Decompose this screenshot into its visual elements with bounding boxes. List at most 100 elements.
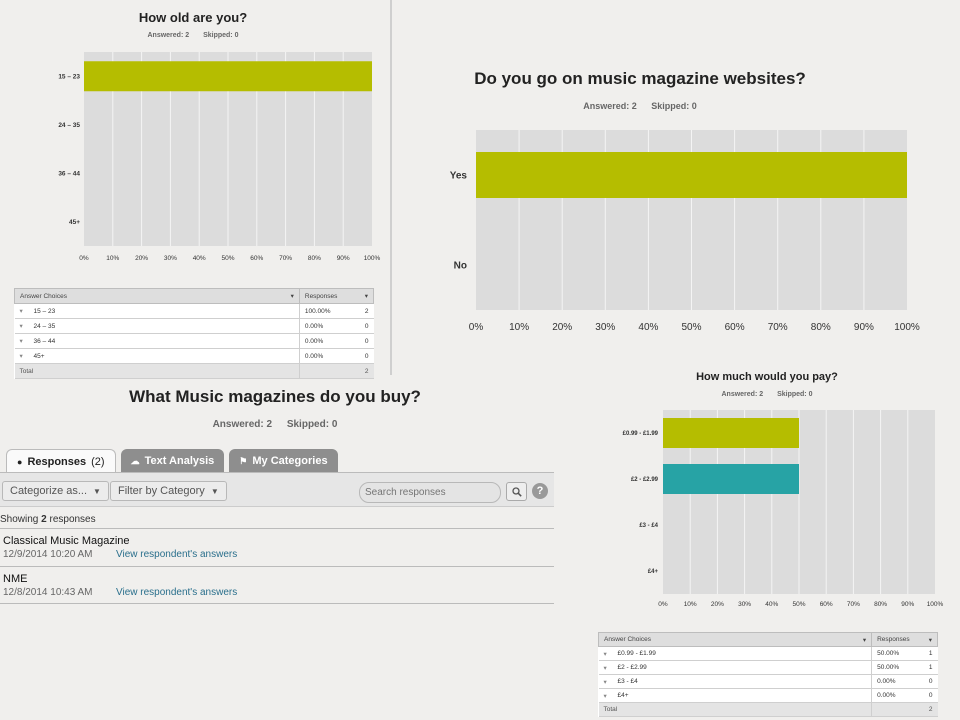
q1-col-choices[interactable]: Answer Choices ▾ xyxy=(14,288,300,304)
q4-title: How much would you pay? xyxy=(696,371,838,383)
choice-count: 0 xyxy=(918,688,938,703)
panel-divider xyxy=(390,0,392,375)
expand-triangle-icon[interactable]: ▾ xyxy=(598,660,613,675)
choice-percent: 0.00% xyxy=(871,674,919,689)
category-label: 15 – 23 xyxy=(58,74,80,81)
table-row: ▾ £3 - £4 0.00% 0 xyxy=(598,674,938,689)
category-label: 24 – 35 xyxy=(58,122,80,129)
choice-count: 0 xyxy=(353,318,374,334)
q2-answered: Answered: 2 xyxy=(583,101,637,111)
tick-label: 20% xyxy=(135,255,148,262)
chevron-down-icon: ▼ xyxy=(93,486,101,496)
choice-label: £4+ xyxy=(612,688,873,703)
bar[interactable] xyxy=(663,418,799,448)
choice-count: 2 xyxy=(353,303,374,319)
tick-label: 40% xyxy=(638,322,658,333)
choice-count: 1 xyxy=(918,660,938,675)
q4-col-responses[interactable]: Responses ▾ xyxy=(871,632,938,647)
table-row: ▾ 24 – 35 0.00% 0 xyxy=(14,318,374,334)
categorize-label: Categorize as... xyxy=(10,485,88,497)
expand-triangle-icon[interactable]: ▾ xyxy=(598,674,613,689)
search-input[interactable] xyxy=(359,482,501,503)
q2-bar-chart: Yes No 0% 10% 20% 30% 40% 50% 60% 70% 80% 90% 100% xyxy=(450,130,920,333)
category-label: 45+ xyxy=(69,219,80,226)
tick-label: 30% xyxy=(738,601,751,608)
filter-label: Filter by Category xyxy=(118,485,205,497)
tick-label: 90% xyxy=(337,255,350,262)
view-answers-link[interactable]: View respondent's answers xyxy=(116,587,238,598)
table-total-row: Total 2 xyxy=(14,363,374,379)
choice-label: 15 – 23 xyxy=(28,303,300,319)
choice-percent: 0.00% xyxy=(871,688,919,703)
q2-title: Do you go on music magazine websites? xyxy=(474,69,806,88)
tick-label: 60% xyxy=(820,601,833,608)
search-button[interactable] xyxy=(506,482,527,501)
list-item: Classical Music Magazine 12/9/2014 10:20… xyxy=(0,528,554,566)
tick-label: 50% xyxy=(792,601,805,608)
category-label: Yes xyxy=(450,171,468,182)
q3-answered: Answered: 2 xyxy=(212,419,273,430)
expand-triangle-icon[interactable]: ▾ xyxy=(14,318,29,334)
category-label: 36 – 44 xyxy=(58,171,80,178)
bar[interactable] xyxy=(84,61,372,92)
search-icon xyxy=(511,486,522,497)
q1-response-table: Answer Choices ▾ Responses ▾ ▾ 15 – 23 100… xyxy=(14,288,375,379)
tick-label: 20% xyxy=(711,601,724,608)
q4-answered: Answered: 2 xyxy=(721,391,764,398)
category-label: £0.99 - £1.99 xyxy=(623,431,659,437)
tick-label: 70% xyxy=(279,255,292,262)
tick-label: 80% xyxy=(811,322,831,333)
q1-col-responses[interactable]: Responses ▾ xyxy=(298,288,375,304)
tick-label: 10% xyxy=(509,322,529,333)
response-date: 12/8/2014 10:43 AM xyxy=(3,587,93,598)
table-row: ▾ 15 – 23 100.00% 2 xyxy=(14,303,374,319)
choice-label: 36 – 44 xyxy=(28,333,300,349)
q4-col-choices[interactable]: Answer Choices ▾ xyxy=(597,632,873,647)
expand-triangle-icon[interactable]: ▾ xyxy=(598,688,613,703)
cloud-icon: ☁ xyxy=(130,455,140,466)
total-label: Total xyxy=(598,702,873,717)
tab-responses-count: (2) xyxy=(91,455,105,468)
q4-bar-chart: £0.99 - £1.99 £2 - £2.99 £3 - £4 £4+ 0% 10% 20… xyxy=(623,410,944,608)
choice-label: £2 - £2.99 xyxy=(612,660,873,675)
choice-count: 1 xyxy=(918,646,938,661)
list-item: NME 12/8/2014 10:43 AM View respondent's… xyxy=(0,566,554,604)
bar[interactable] xyxy=(663,464,799,494)
categorize-dropdown[interactable]: Categorize as... ▼ xyxy=(2,481,109,501)
tab-responses[interactable]: ● Responses (2) xyxy=(6,449,116,473)
q3-skipped: Skipped: 0 xyxy=(286,419,338,430)
tick-label: 20% xyxy=(552,322,572,333)
table-row: ▾ 45+ 0.00% 0 xyxy=(14,348,374,364)
expand-triangle-icon[interactable]: ▾ xyxy=(14,333,29,349)
choice-label: 24 – 35 xyxy=(28,318,300,334)
response-date: 12/9/2014 10:20 AM xyxy=(3,549,93,560)
choice-count: 0 xyxy=(353,333,374,349)
tick-label: 70% xyxy=(768,322,788,333)
table-row: ▾ £2 - £2.99 50.00% 1 xyxy=(598,660,938,675)
tick-label: 10% xyxy=(106,255,119,262)
tab-responses-label: Responses xyxy=(27,455,87,468)
q4-response-table: Answer Choices ▾ Responses ▾ ▾ £0.99 - £1.… xyxy=(597,632,938,717)
expand-triangle-icon[interactable]: ▾ xyxy=(14,303,29,319)
q4-meta: Answered: 2 Skipped: 0 xyxy=(687,391,847,398)
q3-meta: Answered: 2 Skipped: 0 xyxy=(175,419,375,430)
tick-label: 40% xyxy=(765,601,778,608)
bar[interactable] xyxy=(476,152,907,198)
expand-triangle-icon[interactable]: ▾ xyxy=(598,646,613,661)
tab-text-analysis[interactable]: ☁ Text Analysis xyxy=(120,449,225,473)
q2-skipped: Skipped: 0 xyxy=(651,101,697,111)
sort-icon: ▾ xyxy=(928,636,932,644)
help-icon[interactable]: ? xyxy=(532,483,548,499)
tick-label: 90% xyxy=(901,601,914,608)
tick-label: 0% xyxy=(658,601,668,608)
response-text: Classical Music Magazine xyxy=(3,535,130,547)
view-answers-link[interactable]: View respondent's answers xyxy=(116,549,238,560)
tick-label: 100% xyxy=(894,322,920,333)
category-label: £2 - £2.99 xyxy=(631,477,659,483)
tab-my-categories[interactable]: ⚑ My Categories xyxy=(229,449,338,473)
tick-label: 100% xyxy=(927,601,944,608)
expand-triangle-icon[interactable]: ▾ xyxy=(14,348,29,364)
tick-label: 50% xyxy=(221,255,234,262)
filter-dropdown[interactable]: Filter by Category ▼ xyxy=(110,481,227,501)
q2-meta: Answered: 2 Skipped: 0 xyxy=(540,101,740,111)
